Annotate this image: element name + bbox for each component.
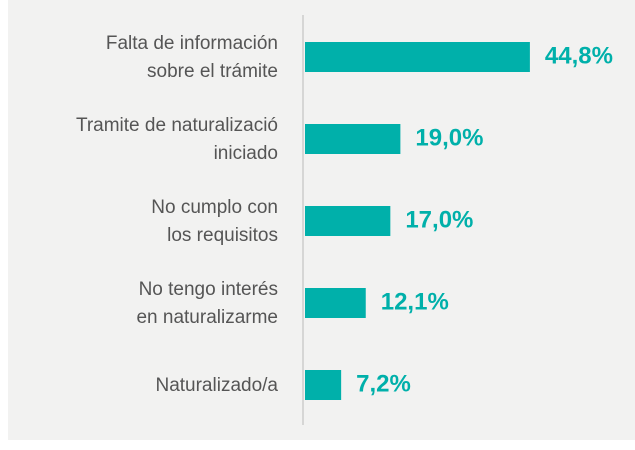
value-label: 7,2%: [356, 370, 411, 397]
category-label: iniciado: [214, 143, 278, 164]
value-label: 12,1%: [381, 288, 449, 315]
category-label: sobre el trámite: [147, 61, 278, 82]
bar: [305, 288, 366, 318]
value-label: 19,0%: [415, 124, 483, 151]
value-label: 44,8%: [545, 42, 613, 69]
bar: [305, 124, 401, 154]
category-label: Falta de información: [106, 33, 278, 54]
category-label: Tramite de naturalizació: [76, 115, 278, 136]
category-label: Naturalizado/a: [155, 375, 278, 396]
bar: [305, 42, 530, 72]
category-label: los requisitos: [167, 225, 278, 246]
category-label: No tengo interés: [139, 279, 278, 300]
value-label: 17,0%: [405, 206, 473, 233]
category-label: No cumplo con: [151, 197, 278, 218]
category-label: en naturalizarme: [136, 307, 278, 328]
bar: [305, 206, 391, 236]
bar: [305, 370, 342, 400]
